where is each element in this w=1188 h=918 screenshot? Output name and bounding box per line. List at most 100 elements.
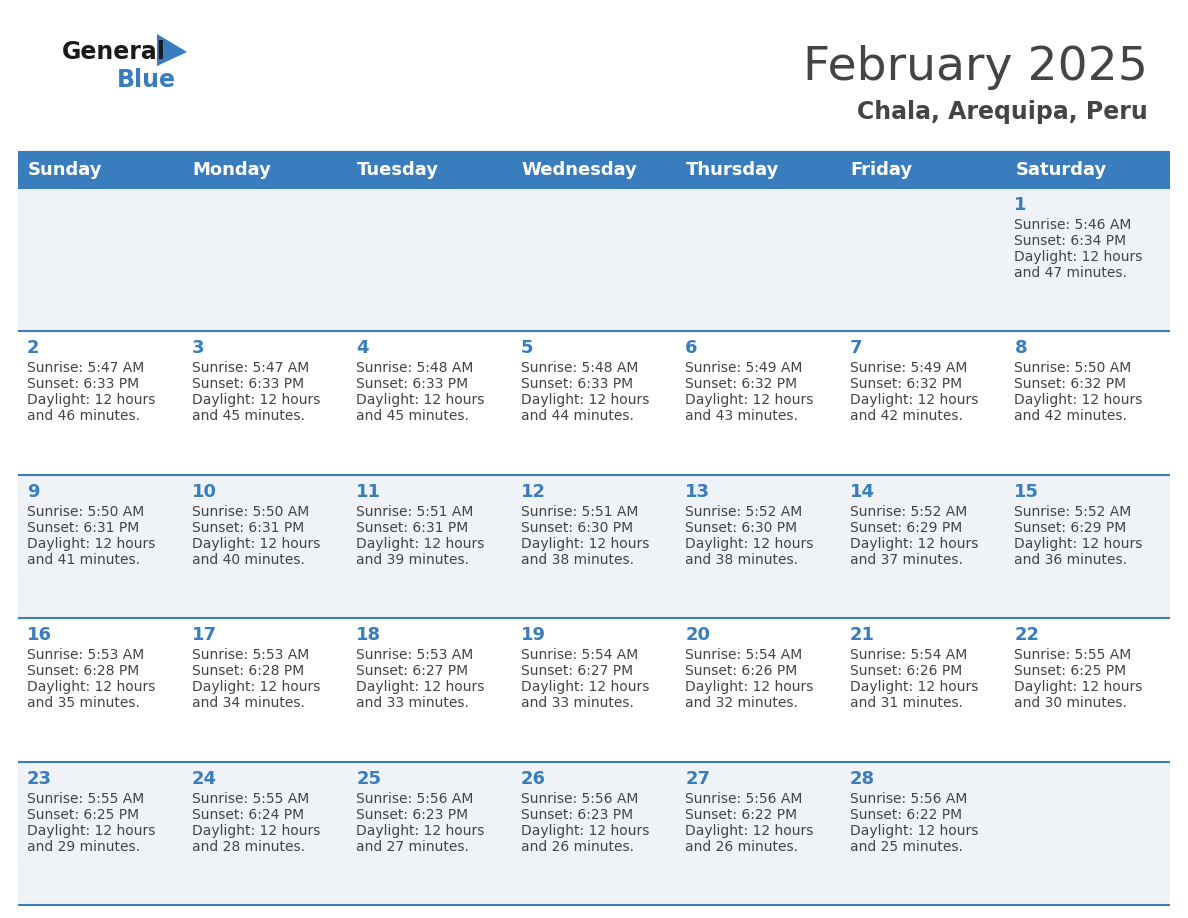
Text: Sunset: 6:31 PM: Sunset: 6:31 PM — [356, 521, 468, 535]
Text: Sunset: 6:26 PM: Sunset: 6:26 PM — [685, 665, 797, 678]
Text: Thursday: Thursday — [687, 161, 779, 179]
Text: Sunrise: 5:54 AM: Sunrise: 5:54 AM — [849, 648, 967, 662]
Text: and 45 minutes.: and 45 minutes. — [356, 409, 469, 423]
Text: 19: 19 — [520, 626, 545, 644]
Text: Daylight: 12 hours: Daylight: 12 hours — [356, 537, 485, 551]
Text: Daylight: 12 hours: Daylight: 12 hours — [27, 680, 156, 694]
Text: Sunset: 6:33 PM: Sunset: 6:33 PM — [520, 377, 633, 391]
Text: Sunrise: 5:56 AM: Sunrise: 5:56 AM — [685, 791, 803, 806]
Text: Daylight: 12 hours: Daylight: 12 hours — [27, 394, 156, 408]
Text: 23: 23 — [27, 769, 52, 788]
Text: Sunset: 6:34 PM: Sunset: 6:34 PM — [1015, 234, 1126, 248]
Text: and 44 minutes.: and 44 minutes. — [520, 409, 633, 423]
Text: Daylight: 12 hours: Daylight: 12 hours — [1015, 394, 1143, 408]
Text: Daylight: 12 hours: Daylight: 12 hours — [356, 823, 485, 837]
Text: and 42 minutes.: and 42 minutes. — [1015, 409, 1127, 423]
Text: Sunset: 6:33 PM: Sunset: 6:33 PM — [191, 377, 304, 391]
Text: Sunset: 6:23 PM: Sunset: 6:23 PM — [520, 808, 633, 822]
Polygon shape — [157, 34, 187, 66]
Text: and 42 minutes.: and 42 minutes. — [849, 409, 962, 423]
Text: and 46 minutes.: and 46 minutes. — [27, 409, 140, 423]
Text: 21: 21 — [849, 626, 874, 644]
Text: 22: 22 — [1015, 626, 1040, 644]
Text: Sunrise: 5:48 AM: Sunrise: 5:48 AM — [356, 362, 474, 375]
Text: Daylight: 12 hours: Daylight: 12 hours — [685, 537, 814, 551]
Text: Sunset: 6:24 PM: Sunset: 6:24 PM — [191, 808, 304, 822]
Text: Daylight: 12 hours: Daylight: 12 hours — [27, 537, 156, 551]
Bar — [18, 762, 1170, 905]
Text: Sunrise: 5:52 AM: Sunrise: 5:52 AM — [1015, 505, 1132, 519]
Bar — [18, 618, 1170, 762]
Text: Sunset: 6:31 PM: Sunset: 6:31 PM — [191, 521, 304, 535]
Text: 12: 12 — [520, 483, 545, 501]
Text: Sunrise: 5:49 AM: Sunrise: 5:49 AM — [849, 362, 967, 375]
Text: Daylight: 12 hours: Daylight: 12 hours — [1015, 680, 1143, 694]
Text: Sunset: 6:32 PM: Sunset: 6:32 PM — [849, 377, 962, 391]
Bar — [18, 188, 1170, 331]
Bar — [18, 475, 1170, 618]
Text: Daylight: 12 hours: Daylight: 12 hours — [191, 823, 320, 837]
Text: and 41 minutes.: and 41 minutes. — [27, 553, 140, 566]
Text: 20: 20 — [685, 626, 710, 644]
Text: Sunset: 6:27 PM: Sunset: 6:27 PM — [356, 665, 468, 678]
Text: Sunrise: 5:47 AM: Sunrise: 5:47 AM — [27, 362, 144, 375]
Text: Sunrise: 5:54 AM: Sunrise: 5:54 AM — [685, 648, 803, 662]
Text: Sunrise: 5:51 AM: Sunrise: 5:51 AM — [356, 505, 474, 519]
Text: Sunrise: 5:53 AM: Sunrise: 5:53 AM — [191, 648, 309, 662]
Text: 13: 13 — [685, 483, 710, 501]
Text: 7: 7 — [849, 340, 862, 357]
Text: Daylight: 12 hours: Daylight: 12 hours — [1015, 250, 1143, 264]
Text: Sunrise: 5:47 AM: Sunrise: 5:47 AM — [191, 362, 309, 375]
Text: 2: 2 — [27, 340, 39, 357]
Text: Sunset: 6:26 PM: Sunset: 6:26 PM — [849, 665, 962, 678]
Text: Daylight: 12 hours: Daylight: 12 hours — [356, 394, 485, 408]
Text: Sunrise: 5:50 AM: Sunrise: 5:50 AM — [191, 505, 309, 519]
Text: 3: 3 — [191, 340, 204, 357]
Text: Sunrise: 5:56 AM: Sunrise: 5:56 AM — [520, 791, 638, 806]
Text: Sunset: 6:32 PM: Sunset: 6:32 PM — [685, 377, 797, 391]
Text: Sunrise: 5:53 AM: Sunrise: 5:53 AM — [356, 648, 473, 662]
Text: and 43 minutes.: and 43 minutes. — [685, 409, 798, 423]
Text: Sunset: 6:29 PM: Sunset: 6:29 PM — [849, 521, 962, 535]
Text: Daylight: 12 hours: Daylight: 12 hours — [849, 394, 978, 408]
Text: Sunrise: 5:48 AM: Sunrise: 5:48 AM — [520, 362, 638, 375]
Text: 24: 24 — [191, 769, 216, 788]
Text: Daylight: 12 hours: Daylight: 12 hours — [849, 537, 978, 551]
Text: Daylight: 12 hours: Daylight: 12 hours — [685, 394, 814, 408]
Text: Daylight: 12 hours: Daylight: 12 hours — [27, 823, 156, 837]
Text: and 36 minutes.: and 36 minutes. — [1015, 553, 1127, 566]
Text: Sunrise: 5:56 AM: Sunrise: 5:56 AM — [849, 791, 967, 806]
Text: Sunday: Sunday — [29, 161, 102, 179]
Text: Tuesday: Tuesday — [358, 161, 440, 179]
Text: Daylight: 12 hours: Daylight: 12 hours — [849, 680, 978, 694]
Text: Sunrise: 5:50 AM: Sunrise: 5:50 AM — [1015, 362, 1132, 375]
Text: and 28 minutes.: and 28 minutes. — [191, 840, 304, 854]
Text: 8: 8 — [1015, 340, 1028, 357]
Text: 11: 11 — [356, 483, 381, 501]
Text: Daylight: 12 hours: Daylight: 12 hours — [849, 823, 978, 837]
Text: Daylight: 12 hours: Daylight: 12 hours — [191, 394, 320, 408]
Text: Sunset: 6:25 PM: Sunset: 6:25 PM — [27, 808, 139, 822]
Text: Sunset: 6:33 PM: Sunset: 6:33 PM — [356, 377, 468, 391]
Text: and 34 minutes.: and 34 minutes. — [191, 696, 304, 711]
Text: 6: 6 — [685, 340, 697, 357]
Text: Wednesday: Wednesday — [522, 161, 638, 179]
Text: Daylight: 12 hours: Daylight: 12 hours — [191, 680, 320, 694]
Text: and 30 minutes.: and 30 minutes. — [1015, 696, 1127, 711]
Text: and 38 minutes.: and 38 minutes. — [520, 553, 633, 566]
Text: Sunset: 6:22 PM: Sunset: 6:22 PM — [849, 808, 962, 822]
Text: 17: 17 — [191, 626, 216, 644]
Text: Sunset: 6:29 PM: Sunset: 6:29 PM — [1015, 521, 1126, 535]
Text: and 47 minutes.: and 47 minutes. — [1015, 266, 1127, 280]
Text: Sunrise: 5:51 AM: Sunrise: 5:51 AM — [520, 505, 638, 519]
Bar — [18, 331, 1170, 475]
Text: Sunset: 6:31 PM: Sunset: 6:31 PM — [27, 521, 139, 535]
Text: and 26 minutes.: and 26 minutes. — [520, 840, 633, 854]
Text: 14: 14 — [849, 483, 874, 501]
Text: Sunset: 6:22 PM: Sunset: 6:22 PM — [685, 808, 797, 822]
Text: Daylight: 12 hours: Daylight: 12 hours — [520, 394, 649, 408]
Text: and 39 minutes.: and 39 minutes. — [356, 553, 469, 566]
Text: Daylight: 12 hours: Daylight: 12 hours — [1015, 537, 1143, 551]
Text: 26: 26 — [520, 769, 545, 788]
Text: and 38 minutes.: and 38 minutes. — [685, 553, 798, 566]
